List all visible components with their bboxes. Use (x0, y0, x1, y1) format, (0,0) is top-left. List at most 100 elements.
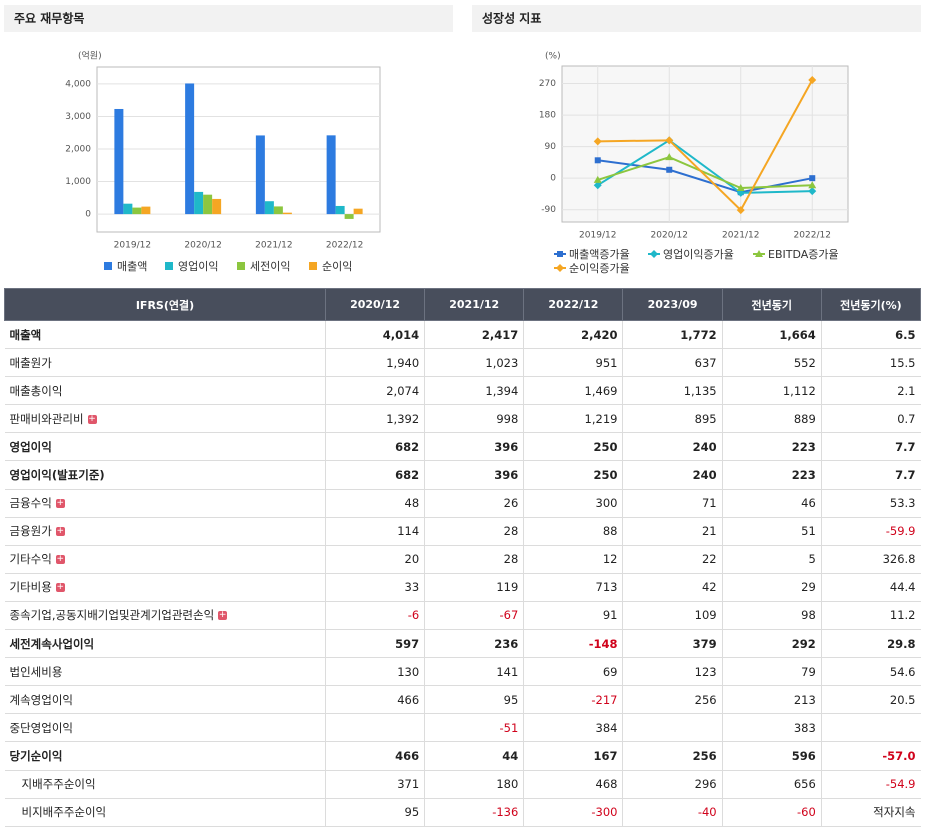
legend-swatch (309, 262, 317, 270)
table-cell: 180 (424, 770, 524, 799)
table-cell: 466 (324, 741, 425, 771)
table-cell: 21 (622, 517, 723, 546)
table-row: 세전계속사업이익 597 236 -148 379 292 29.8 (4, 629, 921, 659)
bar (203, 194, 213, 215)
table-cell: 46 (721, 489, 822, 518)
expand-button[interactable]: + (87, 413, 97, 424)
row-label-text: 금융수익 (9, 496, 52, 511)
y-tick-label: 1,000 (65, 177, 91, 187)
bar (141, 206, 151, 215)
row-label-text: 법인세비용 (9, 664, 63, 679)
table-cell: 682 (324, 460, 425, 490)
table-cell: -54.9 (820, 770, 921, 799)
table-cell: -148 (523, 629, 623, 659)
table-row: 기타비용 +33 119 713 42 29 44.4 (4, 573, 921, 602)
bar (212, 198, 222, 215)
bar (255, 135, 265, 215)
table-cell: 29 (721, 573, 822, 602)
table-cell: 51 (721, 517, 822, 546)
table-cell: 109 (622, 601, 723, 631)
x-tick-label: 2022/12 (326, 241, 363, 251)
marker (594, 157, 601, 164)
table-cell: 141 (424, 657, 524, 687)
row-label-text: 기타비용 (9, 580, 52, 595)
legend-label: 매출액증가율 (569, 248, 630, 261)
expand-button[interactable]: + (55, 554, 65, 565)
row-label-text: 비지배주주순이익 (21, 805, 107, 820)
charts: 주요 재무항목 성장성 지표 (억원) (%) 0 1,000 2,000 3,000… (4, 5, 921, 275)
row-label: 영업이익 (4, 432, 326, 462)
table-row: 매출액 4,014 2,417 2,420 1,772 1,664 6.5 (4, 319, 921, 350)
marker (755, 250, 763, 257)
plot-area (561, 65, 849, 223)
y-tick-label: 0 (85, 210, 91, 220)
bar (353, 208, 363, 215)
table-cell: 26 (424, 489, 524, 518)
expand-button[interactable]: + (55, 582, 65, 593)
marker (809, 175, 816, 182)
expand-button[interactable]: + (55, 526, 65, 537)
table-cell: 396 (424, 432, 524, 462)
table-cell: 69 (523, 657, 623, 687)
row-label-text: 기타수익 (9, 552, 52, 567)
table-cell: 적자지속 (820, 798, 921, 827)
table-cell: 7.7 (820, 460, 921, 490)
table-cell: -6 (324, 601, 425, 631)
table-cell: 2,074 (324, 376, 425, 406)
expand-button[interactable]: + (218, 610, 228, 621)
table-cell (324, 713, 425, 743)
row-label: 기타비용 + (4, 573, 326, 602)
y-tick-label: 180 (539, 111, 556, 121)
row-label: 기타수익 + (4, 545, 326, 574)
table-cell: 53.3 (820, 489, 921, 518)
table-cell: 1,664 (721, 319, 822, 350)
header-cell: IFRS(연결) (4, 288, 326, 321)
table-cell: 88 (523, 517, 623, 546)
table-cell: 71 (622, 489, 723, 518)
table-row: 금융원가 +114 28 88 21 51 -59.9 (4, 517, 921, 546)
table-cell: -67 (424, 601, 524, 631)
table-cell: 223 (721, 460, 822, 490)
table-row: 기타수익 +20 28 12 22 5 326.8 (4, 545, 921, 574)
table-cell: -217 (523, 685, 623, 715)
row-label: 매출원가 (4, 348, 326, 378)
legend-label: 영업이익 (178, 260, 218, 273)
table-cell: 236 (424, 629, 524, 659)
expand-button[interactable]: + (55, 498, 65, 509)
bar (194, 191, 204, 215)
marker (593, 181, 602, 190)
table-cell: 12 (523, 545, 623, 574)
marker (593, 175, 602, 183)
table-cell: 223 (721, 432, 822, 462)
line (597, 159, 813, 194)
table-cell: 256 (622, 741, 723, 771)
table-cell: 11.2 (820, 601, 921, 631)
row-label: 계속영업이익 (4, 685, 326, 715)
table-cell: 379 (622, 629, 723, 659)
x-tick-label: 2019/12 (579, 231, 616, 241)
table-cell: 20.5 (820, 685, 921, 715)
row-label: 중단영업이익 (4, 713, 326, 743)
table-cell: 1,392 (324, 404, 425, 434)
table-cell: 0.7 (820, 404, 921, 434)
table-cell: 326.8 (820, 545, 921, 574)
table-cell: 1,469 (523, 376, 623, 406)
table-cell: 2,417 (424, 319, 524, 350)
row-label-text: 계속영업이익 (9, 692, 73, 707)
marker (736, 183, 745, 191)
bar (335, 205, 345, 215)
table-cell: 256 (622, 685, 723, 715)
table-cell: 44.4 (820, 573, 921, 602)
table-cell: 383 (721, 713, 822, 743)
legend-label: EBITDA증가율 (768, 248, 839, 261)
table-cell: 1,112 (721, 376, 822, 406)
marker (665, 136, 674, 145)
row-label: 종속기업,공동지배기업및관계기업관련손익 + (4, 601, 326, 631)
table-cell: 114 (324, 517, 425, 546)
table-cell: 54.6 (820, 657, 921, 687)
row-label: 세전계속사업이익 (4, 629, 326, 659)
table-cell: 44 (424, 741, 524, 771)
legend-swatch (104, 262, 112, 270)
bar (282, 212, 292, 215)
table-cell: 28 (424, 545, 524, 574)
